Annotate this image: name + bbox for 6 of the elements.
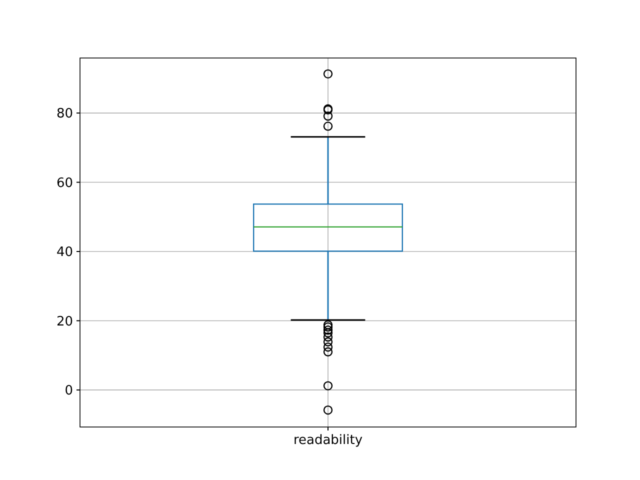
y-tick-label: 0 [64, 384, 73, 399]
y-tick-label: 60 [56, 176, 73, 191]
y-tick-label: 80 [56, 106, 73, 122]
y-tick-label: 20 [56, 314, 73, 330]
y-tick-label: 40 [56, 245, 73, 260]
x-tick-label: readability [293, 433, 363, 448]
